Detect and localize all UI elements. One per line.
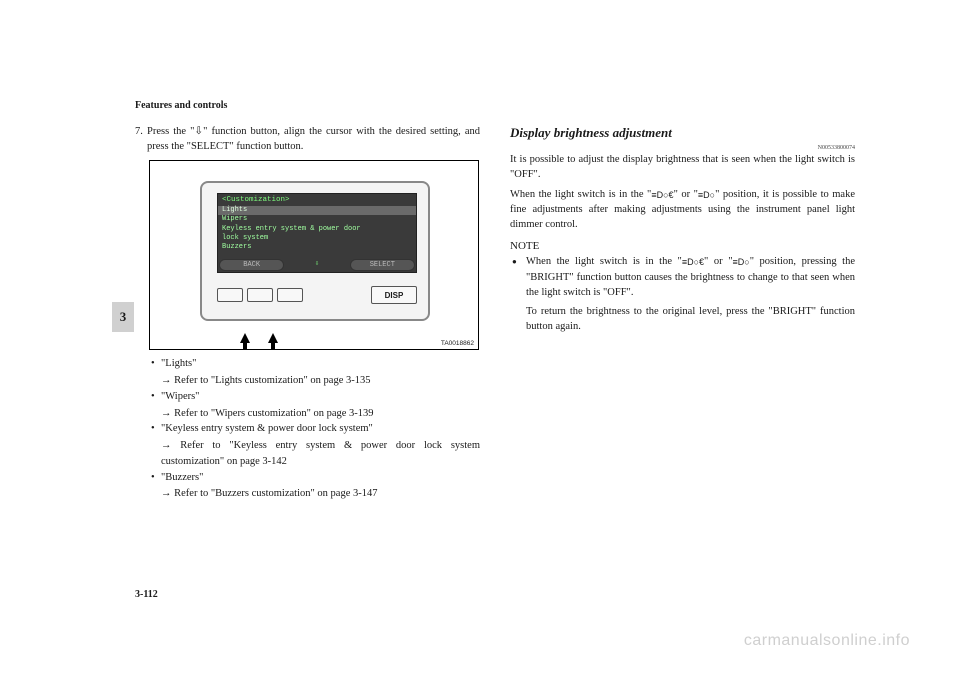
page-number: 3-112 bbox=[135, 589, 158, 600]
note-bullet-1: When the light switch is in the "≡D○€" o… bbox=[510, 254, 855, 300]
bullet-wipers-ref: → Refer to "Wipers customization" on pag… bbox=[155, 406, 480, 422]
figure-id-label: TA0018862 bbox=[441, 340, 474, 347]
screen-footer-row: BACK ⇩ SELECT bbox=[218, 258, 416, 272]
note-label: NOTE bbox=[510, 240, 855, 252]
two-column-layout: 7.Press the "⇩" function button, align t… bbox=[135, 125, 865, 502]
menu-line-lights: Lights bbox=[218, 206, 416, 215]
lcd-screen: <Customization> Lights Wipers Keyless en… bbox=[217, 193, 417, 273]
bullet-lights: "Lights" bbox=[155, 356, 480, 372]
note-paragraph-2: To return the brightness to the original… bbox=[510, 304, 855, 334]
section-tab: 3 bbox=[112, 302, 134, 332]
watermark-text: carmanualsonline.info bbox=[744, 632, 910, 650]
bullet-lights-ref: → Refer to "Lights customization" on pag… bbox=[155, 373, 480, 389]
brightness-heading: Display brightness adjustment bbox=[510, 125, 855, 141]
step-body: Press the "⇩" function button, align the… bbox=[147, 126, 480, 152]
brightness-paragraph-2: When the light switch is in the "≡D○€" o… bbox=[510, 188, 855, 232]
footer-back-label: BACK bbox=[219, 259, 284, 271]
physical-button-1 bbox=[217, 288, 243, 302]
bullet-wipers: "Wipers" bbox=[155, 389, 480, 405]
reference-code: N00533800074 bbox=[510, 145, 855, 151]
indicator-arrows bbox=[240, 333, 278, 343]
p2-part-a: When the light switch is in the " bbox=[510, 189, 651, 200]
brightness-paragraph-1: It is possible to adjust the display bri… bbox=[510, 153, 855, 182]
physical-button-2 bbox=[247, 288, 273, 302]
step-7-text: 7.Press the "⇩" function button, align t… bbox=[135, 125, 480, 154]
note1-part-a: When the light switch is in the " bbox=[526, 256, 682, 267]
reference-bullet-list: "Lights" → Refer to "Lights customizatio… bbox=[135, 356, 480, 502]
menu-line-buzzers: Buzzers bbox=[218, 243, 416, 252]
bullet-keyless: "Keyless entry system & power door lock … bbox=[155, 421, 480, 437]
display-figure: <Customization> Lights Wipers Keyless en… bbox=[149, 160, 479, 350]
headlight-auto-icon: ≡D○€ bbox=[682, 256, 704, 269]
right-column: Display brightness adjustment N005338000… bbox=[510, 125, 855, 502]
p2-part-b: " or " bbox=[674, 189, 698, 200]
bullet-buzzers-ref: → Refer to "Buzzers customization" on pa… bbox=[155, 486, 480, 502]
menu-line-wipers: Wipers bbox=[218, 215, 416, 224]
screen-heading: <Customization> bbox=[218, 194, 416, 206]
menu-line-keyless-1: Keyless entry system & power door bbox=[218, 225, 416, 234]
up-arrow-icon bbox=[268, 333, 278, 343]
menu-line-keyless-2: lock system bbox=[218, 234, 416, 243]
headlight-auto-icon: ≡D○€ bbox=[651, 189, 673, 202]
step-number: 7. bbox=[135, 125, 147, 140]
headlight-icon: ≡D○ bbox=[698, 189, 715, 202]
disp-button: DISP bbox=[371, 286, 417, 304]
bullet-keyless-ref: → Refer to "Keyless entry system & power… bbox=[155, 438, 480, 470]
footer-down-icon: ⇩ bbox=[285, 258, 348, 272]
physical-button-3 bbox=[277, 288, 303, 302]
up-arrow-icon bbox=[240, 333, 250, 343]
physical-buttons-row: DISP bbox=[217, 285, 417, 305]
headlight-icon: ≡D○ bbox=[733, 256, 750, 269]
footer-select-label: SELECT bbox=[350, 259, 415, 271]
bullet-buzzers: "Buzzers" bbox=[155, 470, 480, 486]
header-section-title: Features and controls bbox=[135, 100, 865, 111]
note1-part-b: " or " bbox=[704, 256, 732, 267]
page-content: Features and controls 7.Press the "⇩" fu… bbox=[135, 100, 865, 600]
display-bezel: <Customization> Lights Wipers Keyless en… bbox=[200, 181, 430, 321]
left-column: 7.Press the "⇩" function button, align t… bbox=[135, 125, 480, 502]
